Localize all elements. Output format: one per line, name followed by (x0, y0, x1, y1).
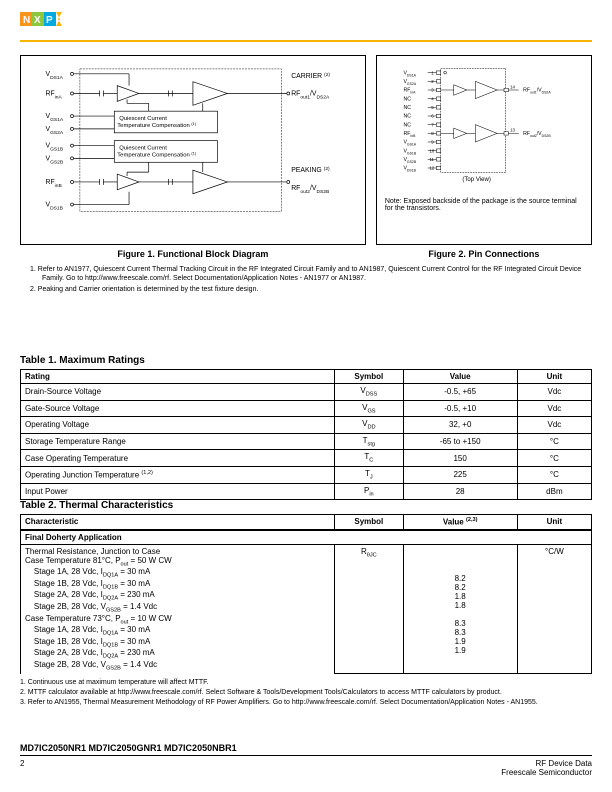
svg-text:VGS2A: VGS2A (403, 79, 416, 86)
figures-row: VDS1A RFinA VGS1A VGS2A VGS1B VGS2B RFin… (20, 55, 592, 259)
svg-text:RFout2/VDS2B: RFout2/VDS2B (291, 185, 330, 194)
svg-text:Quiescent Current: Quiescent Current (119, 146, 167, 152)
svg-text:RFinB: RFinB (45, 179, 62, 189)
table2: Characteristic Symbol Value (2,3) Unit F… (20, 514, 592, 674)
pin-diagram-svg: VDS1A VGS2A RFinA NC NC NC NC RFinB VGS1… (385, 64, 583, 194)
svg-text:14: 14 (510, 84, 515, 89)
section-header: Final Doherty Application (21, 530, 592, 545)
block-diagram-svg: VDS1A RFinA VGS1A VGS2A VGS1B VGS2B RFin… (29, 64, 357, 236)
svg-text:RFout1/VDS2A: RFout1/VDS2A (523, 88, 551, 95)
svg-text:VGS2B: VGS2B (45, 155, 63, 165)
figure-2-container: VDS1A VGS2A RFinA NC NC NC NC RFinB VGS1… (376, 55, 592, 259)
svg-text:VDS1A: VDS1A (45, 71, 63, 80)
svg-text:VGS1B: VGS1B (403, 148, 416, 155)
table-row: Operating Junction Temperature (1,2) TJ … (21, 466, 592, 483)
table2-title: Table 2. Thermal Characteristics (20, 500, 592, 511)
header-rule (20, 40, 592, 42)
table-row: Case Operating Temperature TC 150 °C (21, 450, 592, 467)
figure-2: VDS1A VGS2A RFinA NC NC NC NC RFinB VGS1… (376, 55, 592, 245)
fig2-caption: Figure 2. Pin Connections (376, 249, 592, 259)
svg-text:13: 13 (510, 128, 515, 133)
svg-text:VDS1A: VDS1A (403, 70, 416, 77)
th-value: Value (403, 370, 517, 384)
table2-section: Table 2. Thermal Characteristics Charact… (20, 500, 592, 708)
svg-text:NC: NC (403, 105, 411, 111)
svg-text:12: 12 (429, 166, 434, 171)
svg-text:10: 10 (429, 148, 434, 153)
table-row: Operating Voltage VDD 32, +0 Vdc (21, 417, 592, 434)
svg-text:RFout2/VDS2B: RFout2/VDS2B (523, 131, 551, 138)
th-unit2: Unit (517, 515, 591, 530)
figure-notes: 1. Refer to AN1977, Quiescent Current Th… (30, 265, 592, 296)
table-row: Drain-Source Voltage VDSS -0.5, +65 Vdc (21, 384, 592, 401)
svg-text:VDS1B: VDS1B (403, 166, 416, 173)
svg-text:VGS2B: VGS2B (403, 157, 416, 164)
svg-text:RFinA: RFinA (45, 90, 62, 100)
table-row: Thermal Resistance, Junction to CaseCase… (21, 544, 592, 673)
figure-1-container: VDS1A RFinA VGS1A VGS2A VGS1B VGS2B RFin… (20, 55, 366, 259)
footer-right1: RF Device Data (536, 759, 592, 768)
fn3: 3. Refer to AN1955, Thermal Measurement … (20, 698, 592, 707)
table1-title: Table 1. Maximum Ratings (20, 355, 592, 366)
svg-text:NC: NC (403, 114, 411, 120)
svg-text:RFinA: RFinA (403, 88, 416, 95)
th-value2: Value (2,3) (403, 515, 517, 530)
svg-text:Quiescent Current: Quiescent Current (119, 116, 167, 122)
svg-text:11: 11 (429, 157, 434, 162)
table-row: Input Power Pin 28 dBm (21, 483, 592, 500)
th-rating: Rating (21, 370, 335, 384)
svg-text:P: P (46, 15, 53, 26)
fn1: 1. Continuous use at maximum temperature… (20, 678, 592, 687)
svg-text:VGS2A: VGS2A (45, 126, 63, 136)
nxp-logo: N X P (20, 10, 70, 30)
svg-text:PEAKING (2): PEAKING (2) (291, 166, 330, 175)
page-footer: MD7IC2050NR1 MD7IC2050GNR1 MD7IC2050NBR1… (20, 743, 592, 777)
note-2: 2. Peaking and Carrier orientation is de… (30, 285, 592, 294)
th-unit: Unit (517, 370, 591, 384)
svg-text:VGS1A: VGS1A (403, 140, 416, 147)
th-symbol2: Symbol (335, 515, 404, 530)
th-symbol: Symbol (335, 370, 404, 384)
table1: Rating Symbol Value Unit Drain-Source Vo… (20, 369, 592, 500)
svg-text:N: N (23, 15, 30, 26)
top-view-label: (Top View) (462, 177, 490, 183)
svg-text:NC: NC (403, 96, 411, 102)
figure-1: VDS1A RFinA VGS1A VGS2A VGS1B VGS2B RFin… (20, 55, 366, 245)
svg-text:RFinB: RFinB (403, 131, 416, 138)
svg-text:RFout1/VDS2A: RFout1/VDS2A (291, 90, 330, 100)
footer-right2: Freescale Semiconductor (501, 768, 592, 777)
page-number: 2 (20, 759, 24, 777)
table2-footnotes: 1. Continuous use at maximum temperature… (20, 678, 592, 707)
svg-text:NC: NC (403, 122, 411, 128)
table-row: Gate-Source Voltage VGS -0.5, +10 Vdc (21, 400, 592, 417)
fn2: 2. MTTF calculator available at http://w… (20, 688, 592, 697)
svg-text:CARRIER (2): CARRIER (2) (291, 71, 330, 80)
svg-text:VDS1B: VDS1B (45, 202, 63, 211)
svg-text:X: X (34, 15, 41, 26)
svg-text:VGS1A: VGS1A (45, 113, 63, 123)
svg-text:VGS1B: VGS1B (45, 143, 63, 153)
table-row: Storage Temperature Range Tstg -65 to +1… (21, 433, 592, 450)
note-1: 1. Refer to AN1977, Quiescent Current Th… (30, 265, 592, 283)
fig2-note: Note: Exposed backside of the package is… (385, 198, 583, 212)
part-numbers: MD7IC2050NR1 MD7IC2050GNR1 MD7IC2050NBR1 (20, 743, 592, 756)
th-char: Characteristic (21, 515, 335, 530)
fig1-caption: Figure 1. Functional Block Diagram (20, 249, 366, 259)
table1-section: Table 1. Maximum Ratings Rating Symbol V… (20, 355, 592, 500)
